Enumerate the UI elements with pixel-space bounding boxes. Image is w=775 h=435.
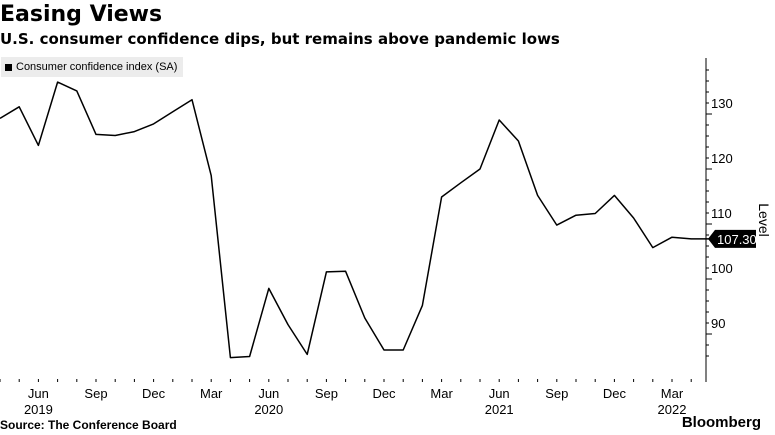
x-tick-label: Jun bbox=[489, 386, 510, 401]
x-tick-label: Dec bbox=[603, 386, 627, 401]
y-axis-label: Level bbox=[756, 203, 772, 236]
x-tick-label: Mar bbox=[430, 386, 453, 401]
series-line bbox=[0, 81, 711, 359]
source-note: Source: The Conference Board bbox=[0, 418, 177, 432]
x-tick-label: Mar bbox=[661, 386, 684, 401]
x-tick-label: Mar bbox=[200, 386, 223, 401]
y-tick-label: 100 bbox=[711, 261, 733, 276]
y-tick-label: 90 bbox=[711, 316, 725, 331]
chart-subtitle: U.S. consumer confidence dips, but remai… bbox=[0, 30, 560, 48]
x-tick-label: Sep bbox=[84, 386, 107, 401]
x-year-label: 2020 bbox=[254, 402, 283, 417]
x-tick-label: Sep bbox=[545, 386, 568, 401]
y-tick-label: 130 bbox=[711, 96, 733, 111]
chart-title: Easing Views bbox=[0, 2, 163, 27]
x-year-label: 2019 bbox=[24, 402, 53, 417]
y-tick-label: 110 bbox=[711, 206, 732, 221]
brand-logo: Bloomberg bbox=[681, 414, 761, 431]
legend-label: Consumer confidence index (SA) bbox=[16, 61, 178, 73]
x-tick-label: Dec bbox=[372, 386, 396, 401]
x-tick-label: Jun bbox=[28, 386, 49, 401]
last-value-label: 107.30 bbox=[717, 232, 757, 247]
x-year-label: 2021 bbox=[485, 402, 514, 417]
last-value-flag bbox=[708, 229, 756, 248]
x-year-label: 2022 bbox=[658, 402, 687, 417]
legend: Consumer confidence index (SA) bbox=[1, 57, 184, 77]
legend-swatch bbox=[5, 63, 12, 71]
x-tick-label: Jun bbox=[258, 386, 279, 401]
x-tick-label: Sep bbox=[315, 386, 338, 401]
x-tick-label: Dec bbox=[142, 386, 166, 401]
y-tick-label: 120 bbox=[711, 151, 733, 166]
